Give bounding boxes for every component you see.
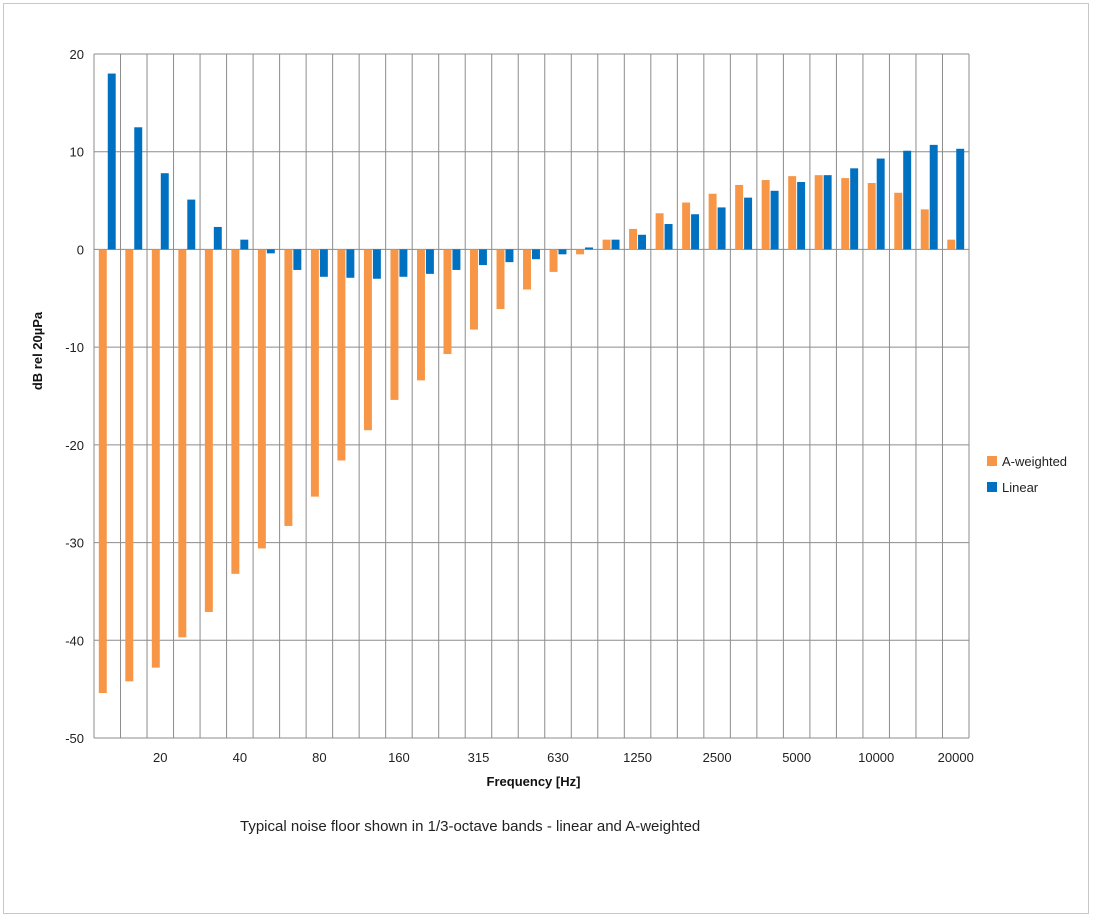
bar-linear-250 [452, 249, 461, 270]
bar-a-weighted-63 [284, 249, 293, 526]
bar-linear-20 [160, 173, 169, 250]
y-tick-label: 10 [70, 145, 84, 160]
y-tick-label: -10 [65, 340, 84, 355]
bar-linear-31.5 [213, 226, 222, 250]
bar-a-weighted-160 [390, 249, 399, 400]
bar-a-weighted-50 [257, 249, 266, 549]
bar-a-weighted-2500 [708, 193, 717, 250]
bar-a-weighted-3150 [735, 184, 744, 250]
legend-label-linear: Linear [1002, 480, 1039, 495]
bar-linear-16 [134, 127, 143, 250]
bar-a-weighted-20 [151, 249, 160, 668]
y-tick-label: -50 [65, 731, 84, 746]
bar-a-weighted-16 [125, 249, 134, 682]
bar-linear-6300 [823, 175, 832, 250]
bar-linear-20000 [956, 148, 965, 250]
bar-linear-5000 [797, 182, 806, 250]
bar-linear-63 [293, 249, 302, 270]
x-tick-label: 315 [468, 750, 490, 765]
x-tick-label: 1250 [623, 750, 652, 765]
bar-linear-400 [505, 249, 514, 263]
y-tick-label: -40 [65, 633, 84, 648]
bar-a-weighted-12500 [894, 192, 903, 250]
bar-linear-50 [266, 249, 275, 254]
legend-label-a-weighted: A-weighted [1002, 454, 1067, 469]
bar-linear-315 [478, 249, 487, 266]
bar-a-weighted-500 [523, 249, 531, 290]
x-tick-label: 80 [312, 750, 326, 765]
bar-linear-800 [585, 247, 593, 250]
bar-linear-1250 [638, 234, 647, 250]
bar-a-weighted-12.5 [98, 249, 107, 694]
bar-linear-500 [532, 249, 540, 260]
bar-a-weighted-80 [310, 249, 319, 497]
bar-linear-160 [399, 249, 408, 277]
bar-a-weighted-31.5 [204, 249, 213, 612]
bar-linear-630 [558, 249, 567, 255]
x-tick-label: 5000 [782, 750, 811, 765]
bar-a-weighted-16000 [920, 209, 929, 250]
bar-linear-2500 [717, 207, 726, 250]
bar-a-weighted-40 [231, 249, 240, 574]
bar-a-weighted-2000 [682, 202, 691, 250]
bar-linear-12.5 [107, 73, 116, 250]
y-axis-title: dB rel 20µPa [30, 311, 45, 390]
bar-linear-1000 [611, 239, 620, 250]
bar-a-weighted-800 [576, 249, 585, 255]
bar-linear-200 [425, 249, 434, 274]
bar-linear-40 [240, 239, 249, 250]
bar-a-weighted-1600 [655, 213, 664, 250]
legend: A-weighted Linear [987, 454, 1067, 495]
bar-a-weighted-1000 [602, 239, 611, 250]
bar-a-weighted-5000 [788, 176, 797, 250]
x-tick-label: 20 [153, 750, 167, 765]
bar-a-weighted-250 [443, 249, 452, 354]
x-tick-label: 630 [547, 750, 569, 765]
x-tick-label: 160 [388, 750, 410, 765]
x-axis-ticks: 20 40 80 160 315 630 1250 2500 5000 10000 20000 [153, 750, 974, 765]
bar-a-weighted-6300 [814, 175, 823, 250]
bar-a-weighted-400 [496, 249, 505, 310]
y-tick-label: 0 [77, 242, 84, 257]
x-axis-title: Frequency [Hz] [487, 774, 581, 789]
bar-a-weighted-20000 [947, 239, 956, 250]
gridlines [93, 53, 970, 739]
chart-caption: Typical noise floor shown in 1/3-octave … [240, 818, 701, 835]
y-tick-label: 20 [70, 47, 84, 62]
bars [98, 73, 965, 694]
bar-linear-80 [319, 249, 328, 277]
y-axis-ticks: 20 10 0 -10 -20 -30 -40 -50 [65, 47, 84, 746]
bar-linear-12500 [903, 150, 912, 250]
bar-a-weighted-100 [337, 249, 346, 461]
x-tick-label: 20000 [938, 750, 974, 765]
bar-a-weighted-125 [363, 249, 372, 431]
x-tick-label: 40 [233, 750, 247, 765]
bar-linear-8000 [850, 168, 859, 250]
chart-frame: 20 10 0 -10 -20 -30 -40 -50 20 40 80 160 315 630 1250… [3, 3, 1089, 914]
bar-linear-125 [372, 249, 381, 279]
bar-linear-100 [346, 249, 355, 278]
bar-a-weighted-315 [470, 249, 478, 330]
bar-linear-16000 [929, 144, 938, 250]
bar-linear-3150 [744, 197, 753, 250]
bar-a-weighted-8000 [841, 178, 850, 250]
legend-swatch-a-weighted [987, 456, 997, 466]
bar-linear-1600 [664, 224, 673, 250]
bar-a-weighted-1250 [629, 228, 638, 250]
bar-linear-10000 [876, 158, 885, 250]
bar-chart: 20 10 0 -10 -20 -30 -40 -50 20 40 80 160 315 630 1250… [30, 47, 1067, 789]
bar-linear-25 [187, 199, 196, 250]
y-tick-label: -20 [65, 438, 84, 453]
bar-linear-4000 [770, 190, 779, 250]
bar-a-weighted-200 [416, 249, 425, 381]
bar-linear-2000 [691, 214, 700, 250]
bar-a-weighted-25 [178, 249, 187, 638]
x-tick-label: 10000 [858, 750, 894, 765]
x-tick-label: 2500 [703, 750, 732, 765]
bar-a-weighted-630 [549, 249, 558, 272]
bar-a-weighted-4000 [761, 180, 770, 250]
y-tick-label: -30 [65, 536, 84, 551]
legend-swatch-linear [987, 482, 997, 492]
bar-a-weighted-10000 [867, 182, 876, 250]
